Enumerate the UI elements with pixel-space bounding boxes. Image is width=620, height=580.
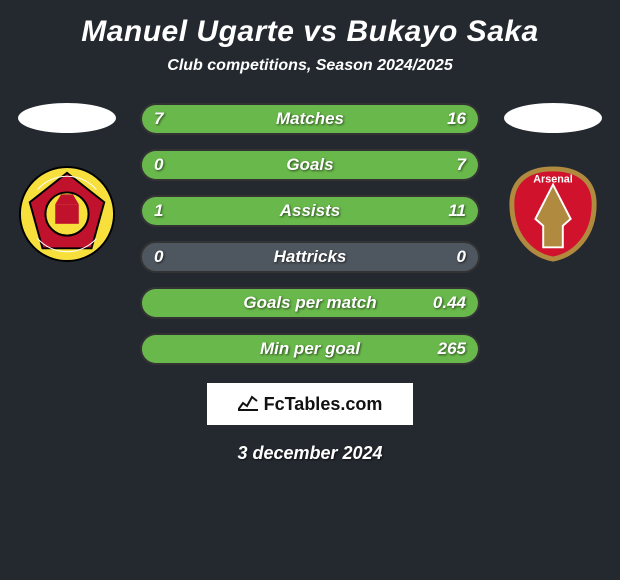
- player-left-col: [12, 103, 122, 263]
- stat-label: Matches: [142, 105, 478, 133]
- stat-bar: 07Goals: [140, 149, 480, 181]
- page-subtitle: Club competitions, Season 2024/2025: [167, 57, 452, 75]
- comparison-container: Manuel Ugarte vs Bukayo Saka Club compet…: [0, 0, 620, 474]
- stat-label: Goals per match: [142, 289, 478, 317]
- club-crest-manchester-united: [18, 165, 116, 263]
- page-title: Manuel Ugarte vs Bukayo Saka: [81, 15, 539, 49]
- stat-bar: 0.44Goals per match: [140, 287, 480, 319]
- mufc-crest-icon: [18, 165, 116, 263]
- stats-column: 716Matches 07Goals 111Assists 00Hattricks 0.…: [140, 103, 480, 365]
- chart-icon: [238, 393, 258, 416]
- arsenal-crest-icon: Arsenal: [504, 165, 602, 263]
- svg-text:Arsenal: Arsenal: [533, 174, 573, 186]
- date-label: 3 december 2024: [237, 443, 382, 464]
- content-row: 716Matches 07Goals 111Assists 00Hattricks 0.…: [0, 103, 620, 365]
- player-right-photo-placeholder: [504, 103, 602, 133]
- fctables-badge: FcTables.com: [207, 383, 413, 425]
- club-crest-arsenal: Arsenal: [504, 165, 602, 263]
- stat-label: Hattricks: [142, 243, 478, 271]
- player-left-photo-placeholder: [18, 103, 116, 133]
- stat-label: Goals: [142, 151, 478, 179]
- stat-bar: 265Min per goal: [140, 333, 480, 365]
- stat-label: Assists: [142, 197, 478, 225]
- stat-bar: 00Hattricks: [140, 241, 480, 273]
- stat-bar: 111Assists: [140, 195, 480, 227]
- player-right-col: Arsenal: [498, 103, 608, 263]
- stat-label: Min per goal: [142, 335, 478, 363]
- fctables-text: FcTables.com: [264, 394, 383, 415]
- fctables-label: FcTables.com: [238, 393, 383, 416]
- stat-bar: 716Matches: [140, 103, 480, 135]
